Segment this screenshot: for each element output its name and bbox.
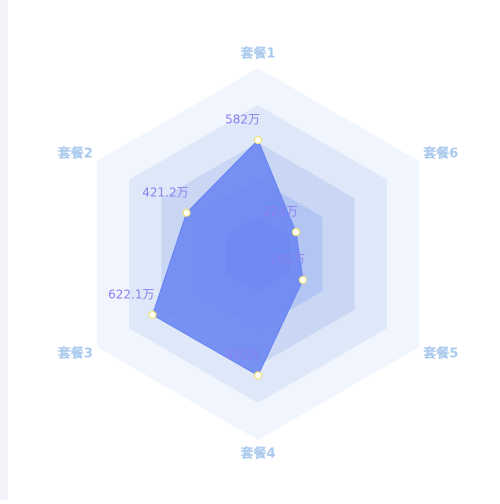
indicator-label: 套餐1 (239, 46, 275, 62)
indicator-label: 套餐3 (57, 346, 93, 362)
value-label: 421.2万 (142, 185, 188, 199)
indicator-label: 套餐2 (57, 146, 93, 162)
side-strip (0, 0, 8, 500)
value-label: 265万 (270, 252, 305, 266)
data-point (182, 208, 191, 217)
data-point (253, 371, 263, 380)
value-label: 620万 (225, 348, 260, 362)
data-point (148, 310, 157, 320)
data-point (253, 135, 263, 145)
indicator-label: 套餐5 (422, 346, 458, 362)
data-point (298, 275, 308, 285)
value-label: 622.1万 (108, 287, 154, 301)
value-label: 224万 (263, 205, 298, 219)
data-point (291, 227, 301, 237)
indicator-label: 套餐4 (239, 446, 275, 462)
value-label: 582万 (225, 113, 260, 127)
indicator-label: 套餐6 (422, 146, 458, 162)
